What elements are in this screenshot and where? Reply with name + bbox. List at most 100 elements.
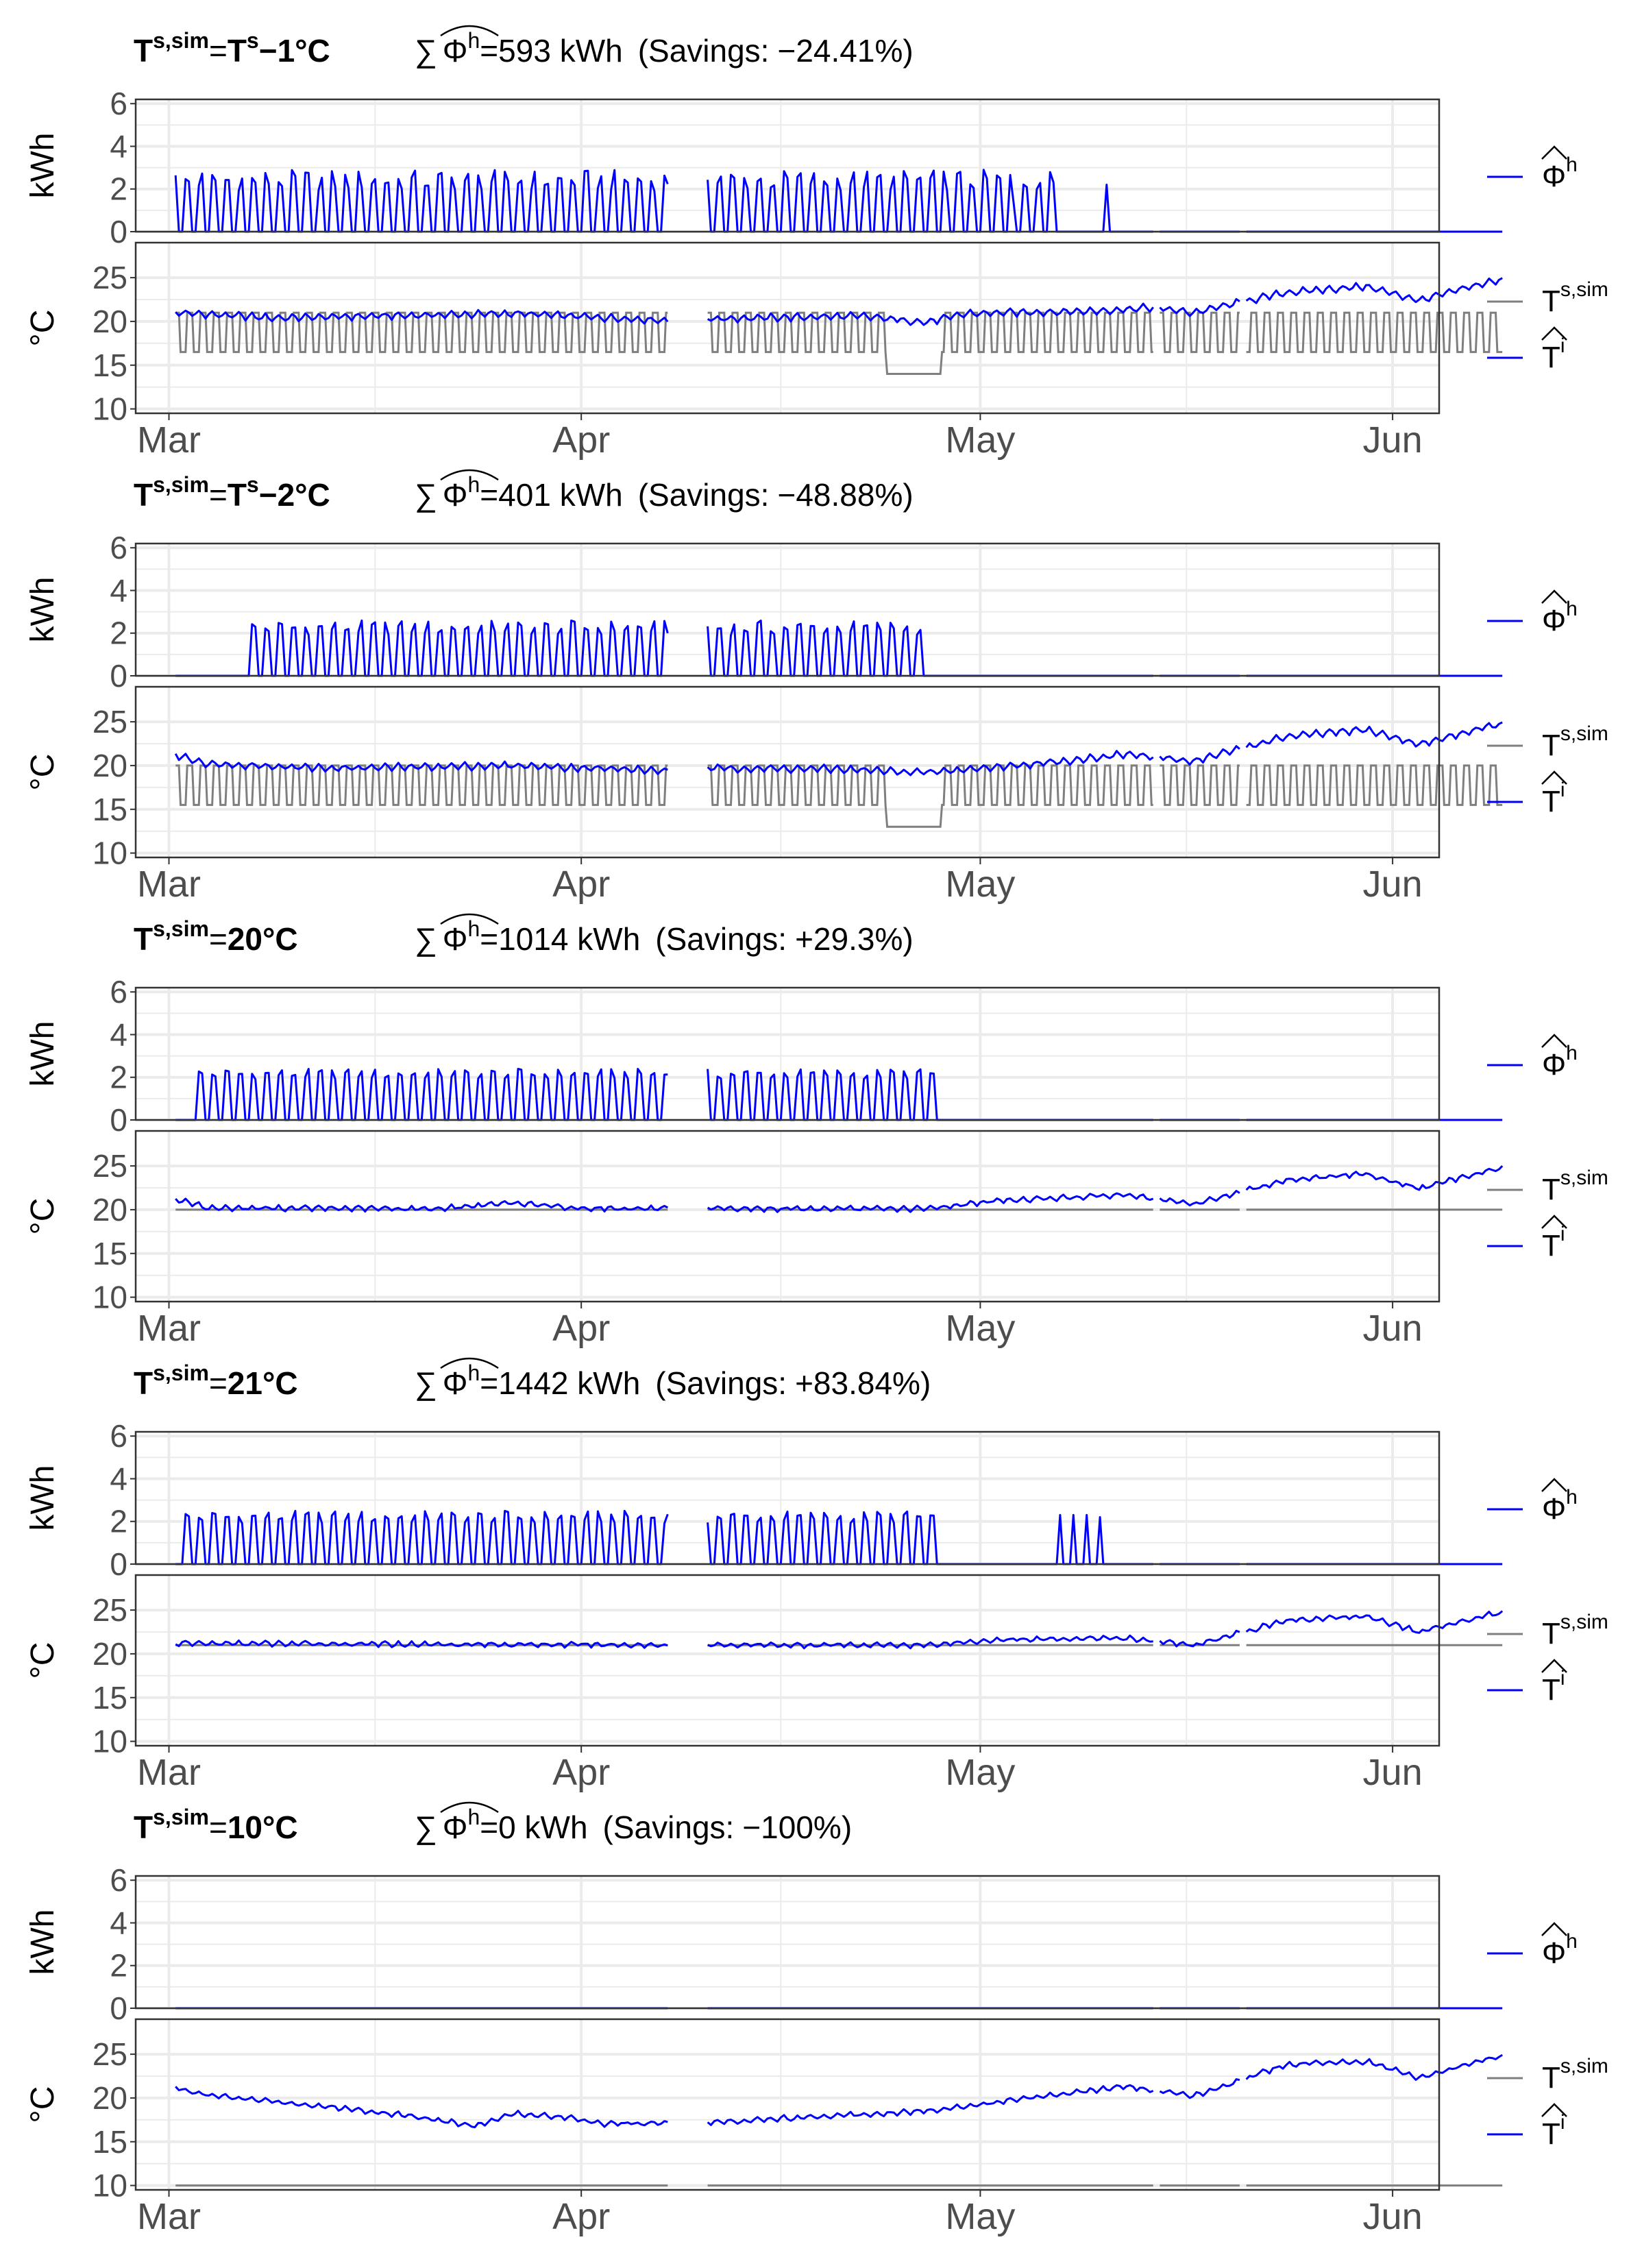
savings-open: ( (638, 33, 649, 69)
title-symbol: T (134, 1365, 153, 1401)
title-rhs-superscript: s (247, 472, 259, 497)
phi-legend-hat (1541, 589, 1567, 604)
y-tick-label: 20 (93, 304, 127, 339)
indoor-temperature-series-line (174, 721, 1503, 777)
y-tick-label: 2 (110, 1060, 127, 1095)
y-tick-label: 10 (93, 1724, 127, 1759)
temperature-panel-background (136, 2019, 1439, 2190)
title-symbol: T (134, 921, 153, 957)
x-tick-label: May (945, 2196, 1015, 2237)
temperature-panel: 10 15 20 25 °C (25, 685, 1503, 871)
sum-phi: Φ (443, 477, 468, 513)
y-axis-label: °C (25, 310, 61, 347)
phi-legend-hat (1541, 1922, 1567, 1936)
chart-panel-2: Ts,sim=Ts−2°C ∑ Φh=401 kWh (Savings: −48.88%… (25, 469, 1608, 905)
y-tick-label: 0 (110, 658, 127, 694)
sum-equals: = (480, 1809, 498, 1845)
sum-phi-sup: h (468, 1361, 480, 1385)
ti-legend-hat (1541, 770, 1567, 785)
temperature-panel-background (136, 1131, 1439, 1302)
temperature-panel: 10 15 20 25 °C (25, 2018, 1503, 2204)
y-tick-label: 4 (110, 128, 127, 164)
y-tick-label: 25 (93, 2036, 127, 2072)
chart-panel-3: Ts,sim=20°C ∑ Φh=1014 kWh (Savings: +29.3%)0… (25, 913, 1608, 1349)
sum-phi: Φ (443, 33, 468, 69)
x-tick-label: Mar (137, 2196, 201, 2237)
tsim-legend-base: T (1542, 729, 1560, 762)
ti-legend-base: T (1542, 341, 1560, 374)
savings-open: ( (638, 477, 649, 513)
sum-expression: ∑ Φh=401 kWh (Savings: −48.88%) (415, 472, 914, 513)
tsim-legend-sup: s,sim (1560, 1611, 1608, 1633)
y-axis-label: kWh (25, 577, 61, 643)
x-tick-label: Jun (1363, 864, 1423, 905)
savings-open: ( (655, 1365, 666, 1401)
y-tick-label: 10 (93, 1280, 127, 1315)
title-offset: 10°C (228, 1809, 298, 1845)
panel-title: Ts,sim=21°C (134, 1361, 298, 1401)
sum-phi-sup: h (468, 472, 480, 497)
savings-label: Savings: (648, 33, 769, 69)
y-tick-label: 4 (110, 1905, 127, 1940)
energy-panel: 0 2 4 6 kWh (25, 1862, 1503, 2026)
x-tick-label: May (945, 419, 1015, 461)
tsim-legend-sup: s,sim (1560, 278, 1608, 301)
y-tick-label: 25 (93, 260, 127, 295)
y-tick-label: 4 (110, 572, 127, 608)
x-tick-label: Jun (1363, 1752, 1423, 1793)
ti-legend-sup: i (1560, 334, 1565, 357)
ti-legend-label: Ti (1542, 2111, 1565, 2151)
y-tick-label: 0 (110, 214, 127, 249)
phi-legend-label: Φh (1542, 598, 1578, 637)
y-axis-label: °C (25, 1642, 61, 1679)
energy-panel-border (134, 1875, 1441, 2010)
phi-legend-hat (1541, 145, 1567, 160)
phi-legend-sup: h (1566, 1042, 1578, 1064)
panel-title: Ts,sim=Ts−2°C (134, 472, 330, 513)
ti-legend-label: Ti (1542, 1223, 1565, 1263)
savings-label: Savings: (666, 1365, 787, 1401)
sum-phi-hat (440, 1801, 499, 1814)
ti-legend-label: Ti (1542, 779, 1565, 818)
x-tick-label: Jun (1363, 419, 1423, 461)
x-tick-label: Apr (552, 1752, 610, 1793)
phi-legend-label: Φh (1542, 1930, 1578, 1970)
chart-panel-4: Ts,sim=21°C ∑ Φh=1442 kWh (Savings: +83.84%)… (25, 1357, 1608, 1793)
title-equals: = (209, 1365, 228, 1401)
tsim-legend-base: T (1542, 1173, 1560, 1206)
temperature-panel-border (134, 1130, 1441, 1303)
sum-value: 593 kWh (498, 33, 623, 69)
title-offset: −1°C (259, 33, 330, 69)
ti-legend-hat (1541, 326, 1567, 341)
x-tick-label: May (945, 864, 1015, 905)
setpoint-series-line (175, 764, 1503, 828)
energy-panel: 0 2 4 6 kWh (25, 974, 1503, 1138)
energy-panel-background (136, 99, 1439, 232)
y-tick-label: 0 (110, 1546, 127, 1582)
phi-legend-hat (1541, 1034, 1567, 1048)
panel-title: Ts,sim=20°C (134, 916, 298, 957)
sum-equals: = (480, 33, 498, 69)
sum-phi-sup: h (468, 916, 480, 941)
phi-legend-sup: h (1566, 154, 1578, 176)
ti-legend-hat (1541, 1215, 1567, 1229)
sum-value: 401 kWh (498, 477, 623, 513)
y-axis-label: kWh (25, 1021, 61, 1087)
sum-expression: ∑ Φh=0 kWh (Savings: −100%) (415, 1805, 852, 1845)
savings-close: ) (920, 1365, 931, 1401)
tsim-legend-base: T (1542, 284, 1560, 318)
title-offset: 20°C (228, 921, 298, 957)
title-rhs-symbol: T (228, 477, 247, 513)
title-superscript: s,sim (153, 472, 209, 497)
y-axis-label: °C (25, 754, 61, 791)
y-tick-label: 20 (93, 1636, 127, 1672)
ti-legend-hat (1541, 1659, 1567, 1673)
indoor-temperature-series-line (175, 1165, 1504, 1213)
tsim-legend-label: Ts,sim (1542, 1167, 1608, 1206)
y-tick-label: 4 (110, 1461, 127, 1496)
ti-legend-base: T (1542, 785, 1560, 818)
ti-legend-sup: i (1560, 779, 1565, 801)
savings-label: Savings: (613, 1809, 734, 1845)
y-tick-label: 0 (110, 1990, 127, 2026)
title-symbol: T (134, 33, 153, 69)
